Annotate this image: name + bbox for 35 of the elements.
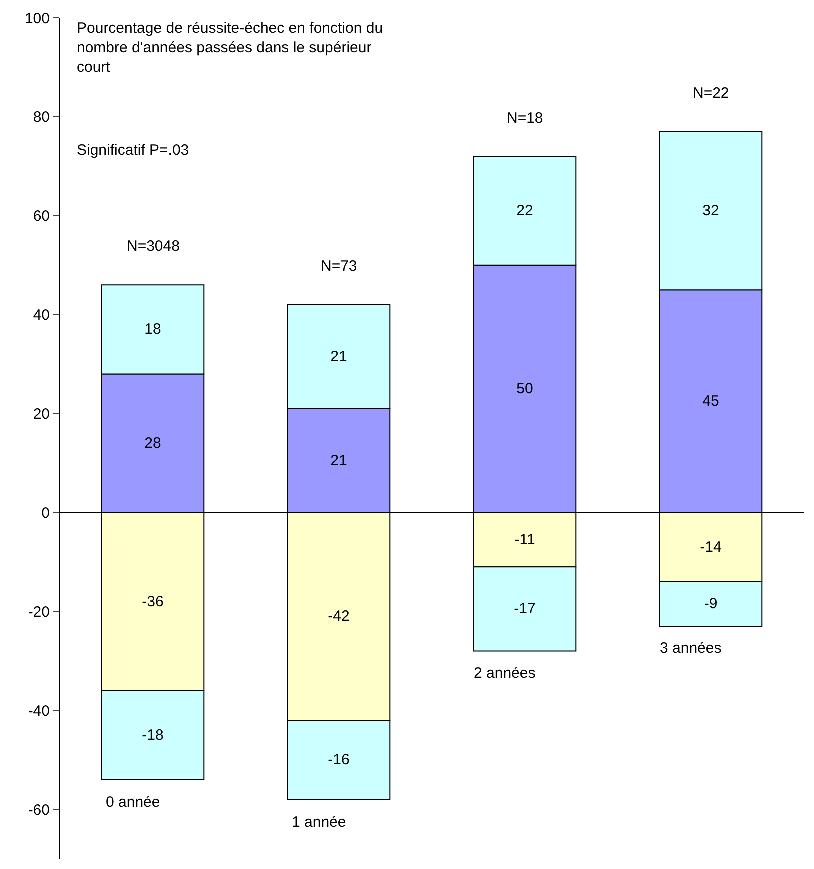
y-tick-label: -60 (28, 802, 50, 819)
annotation: N=18 (507, 110, 544, 127)
annotation: N=73 (321, 258, 358, 275)
data-label: 21 (330, 452, 348, 470)
y-tick-label: -20 (28, 604, 50, 621)
data-label: 21 (330, 348, 348, 366)
y-tick-label: 20 (33, 406, 50, 424)
data-label: 18 (144, 321, 162, 338)
annotation: N=3048 (127, 238, 180, 255)
data-label: -14 (700, 538, 722, 556)
x-tick-label: 0 année (106, 794, 160, 811)
x-tick-label: 2 années (474, 665, 536, 682)
y-tick-label: -40 (28, 702, 50, 720)
text: Pourcentage de réussite-échec en fonction du nombre d'années passées dans le supérieur court (77, 20, 384, 76)
y-tick-label: 80 (33, 109, 50, 126)
y-tick-label: 100 (24, 10, 50, 28)
data-label: -16 (328, 752, 350, 769)
data-label: 45 (702, 392, 720, 410)
data-label: 22 (516, 202, 534, 220)
annotation: Significatif P=.03 (77, 142, 190, 159)
data-label: -9 (704, 596, 718, 613)
x-tick-label: 1 année (292, 814, 346, 831)
data-label: -11 (514, 531, 536, 548)
data-label: 32 (702, 202, 720, 220)
x-tick-label: 3 années (660, 640, 722, 657)
y-tick-label: 40 (33, 307, 50, 324)
data-label: 50 (516, 380, 534, 398)
data-label: 28 (144, 434, 162, 452)
annotation: N=22 (693, 85, 730, 102)
data-label: -18 (142, 726, 164, 744)
data-label: -42 (328, 608, 350, 626)
data-label: -17 (514, 600, 536, 618)
data-label: -36 (142, 593, 164, 610)
y-tick-label: 0 (42, 504, 50, 522)
y-tick-label: 60 (33, 208, 50, 226)
